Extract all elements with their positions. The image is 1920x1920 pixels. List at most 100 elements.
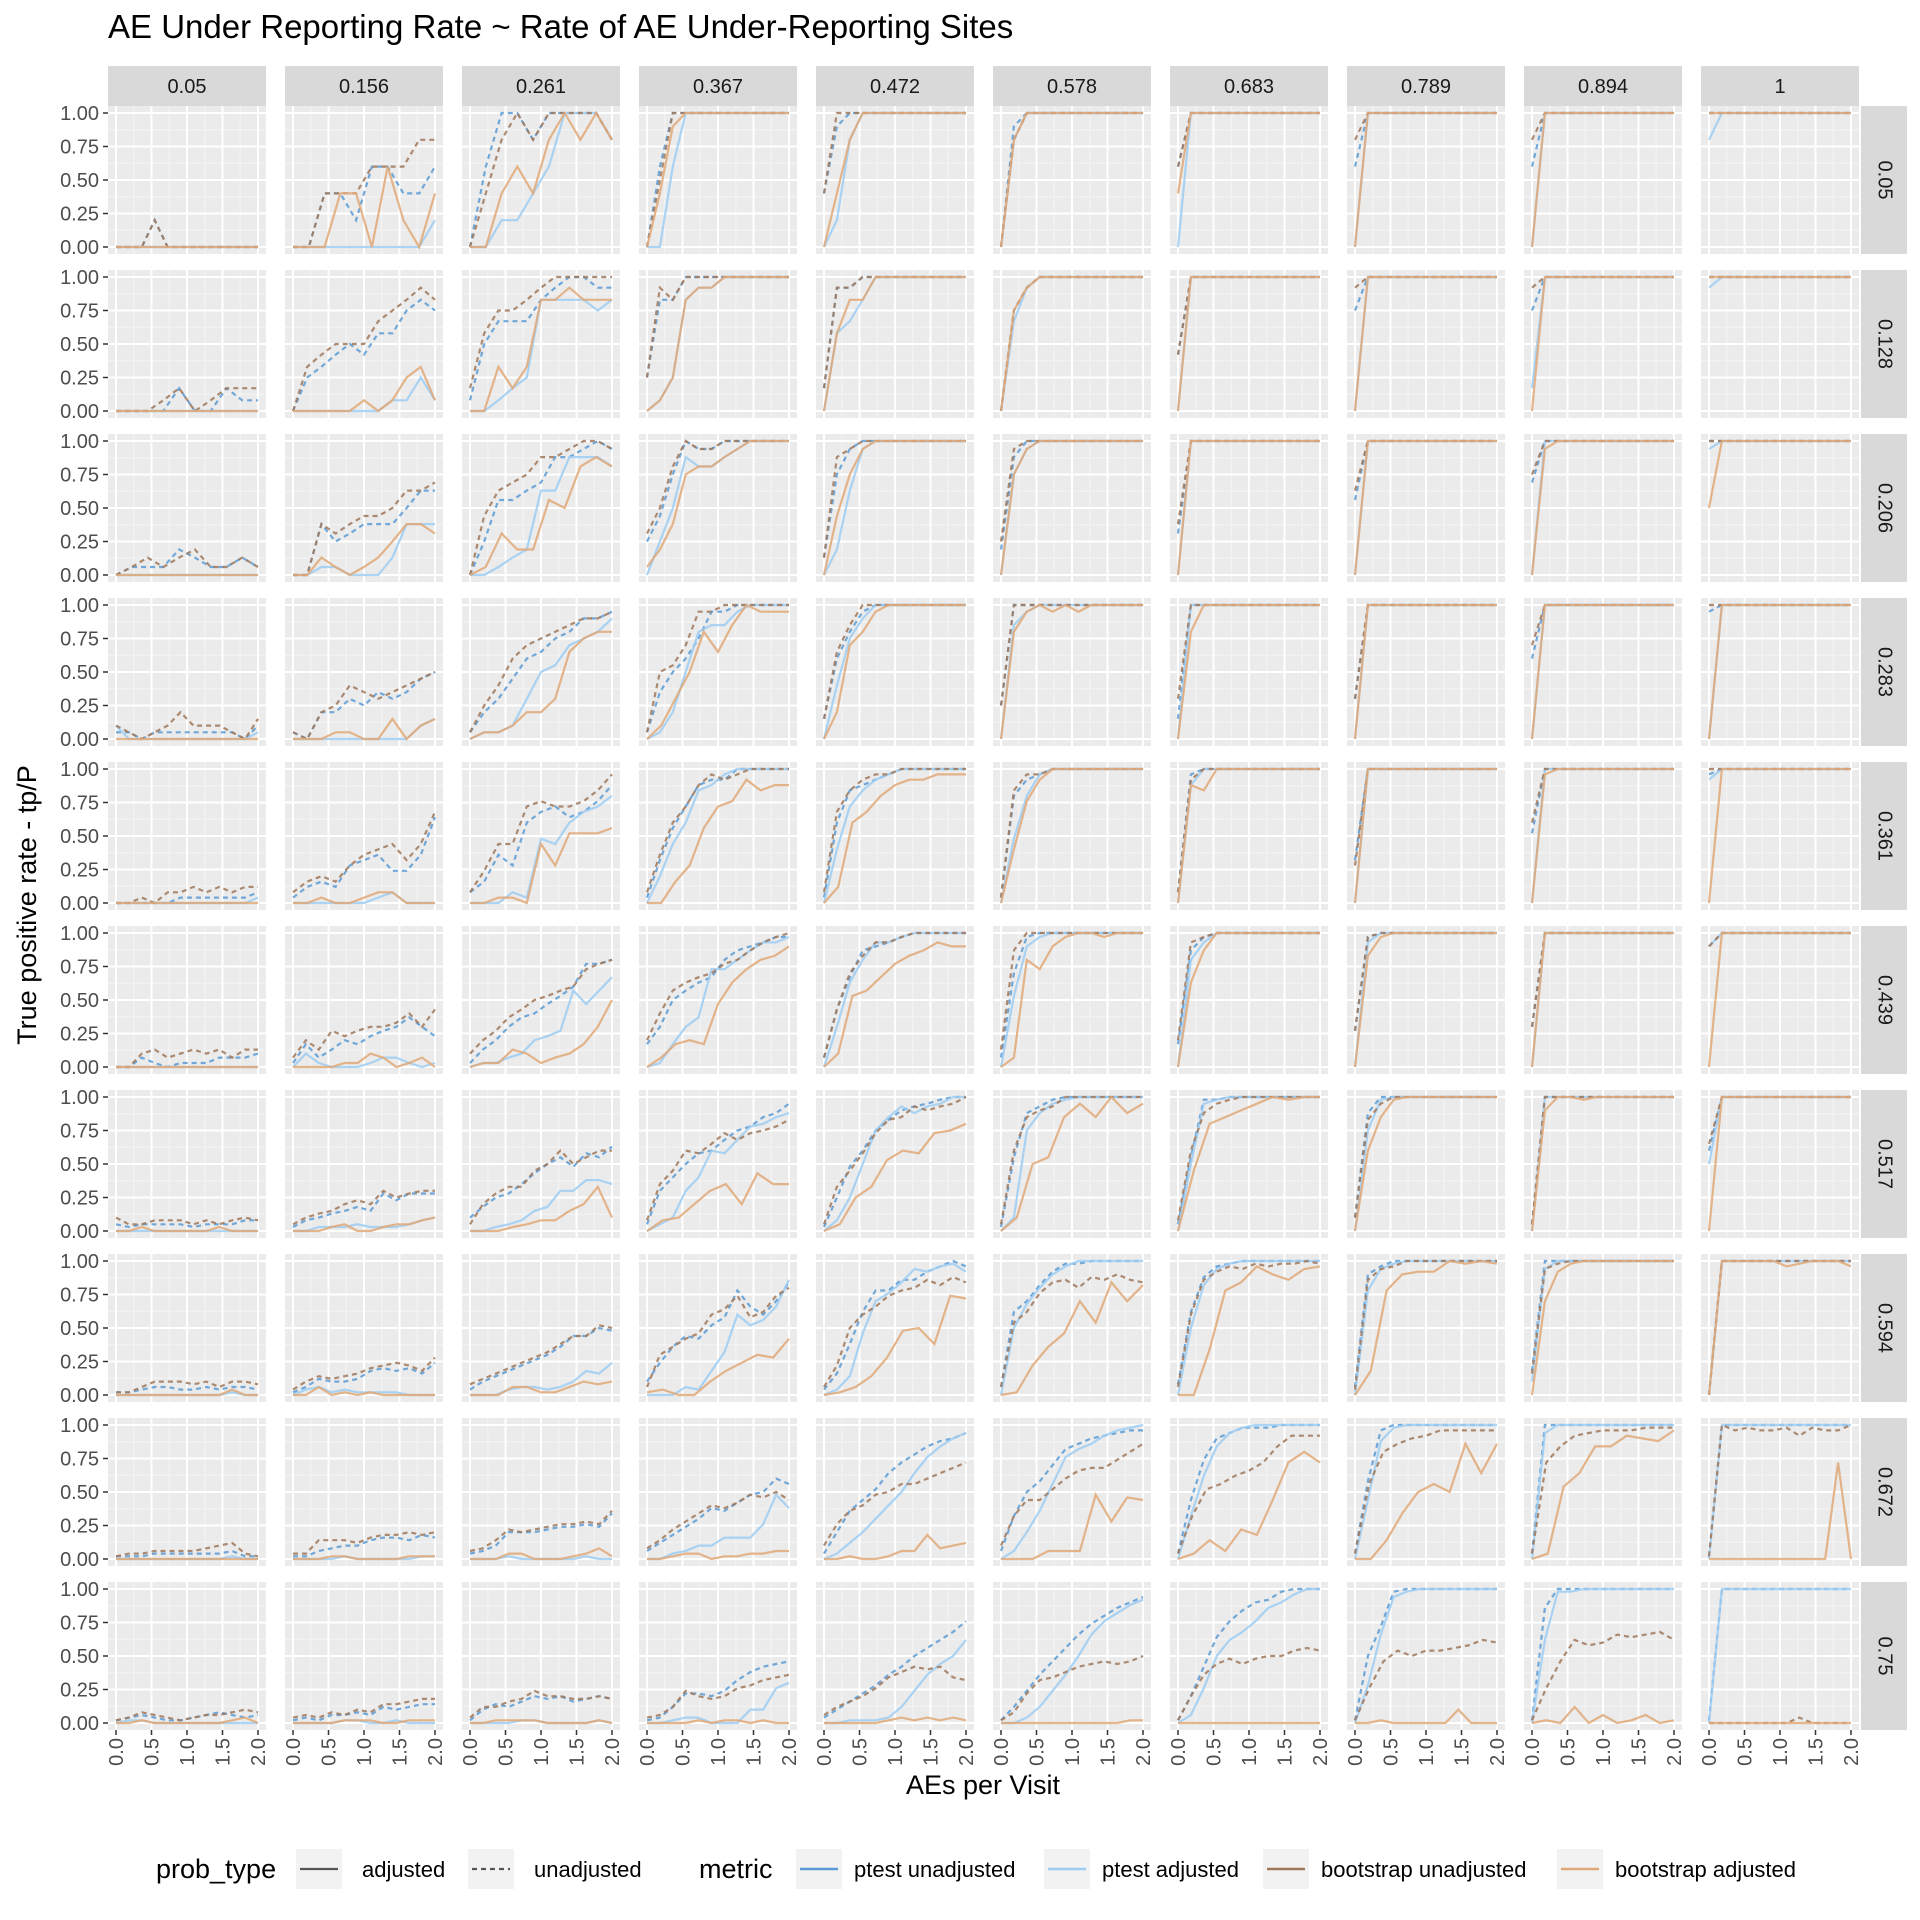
x-tick-label: 2.0 <box>956 1738 978 1766</box>
series-line <box>116 1380 259 1394</box>
facet-panel <box>108 270 266 418</box>
series-line <box>999 767 1143 904</box>
series-line <box>1530 1426 1674 1554</box>
series-line <box>645 603 789 733</box>
x-tick-label: 1.5 <box>921 1738 943 1766</box>
series-line <box>824 1533 967 1561</box>
series-line <box>116 1385 259 1394</box>
series-line <box>116 1388 258 1397</box>
x-tick-label: 1.0 <box>1062 1738 1084 1766</box>
facet-panel <box>1524 270 1682 418</box>
series-line <box>1176 1423 1320 1560</box>
y-tick-label: 0.75 <box>60 957 99 979</box>
series-line <box>1000 1595 1144 1722</box>
y-tick-label: 0.75 <box>60 793 99 815</box>
series-line <box>1001 1598 1144 1725</box>
series-line <box>822 111 966 194</box>
series-line <box>646 1673 790 1719</box>
y-tick-label: 0.25 <box>60 532 99 554</box>
series-line <box>1177 1587 1320 1724</box>
series-line <box>1707 1095 1851 1232</box>
facet-panel <box>462 106 620 254</box>
y-tick-label: 0.00 <box>60 237 99 259</box>
x-tick-label: 1.5 <box>213 1738 235 1766</box>
row-facet-label: 0.05 <box>1874 161 1896 200</box>
x-tick-label: 1.0 <box>1593 1738 1615 1766</box>
series-line <box>822 767 966 893</box>
series-line <box>1530 767 1674 904</box>
series-line <box>645 1102 790 1225</box>
series-line <box>115 548 259 576</box>
series-line <box>1000 1423 1144 1560</box>
series-line <box>292 1016 436 1064</box>
series-line <box>1355 1441 1498 1561</box>
series-line <box>469 1149 612 1225</box>
facet-panel <box>639 1254 797 1402</box>
x-tick-label: 0.5 <box>142 1738 164 1766</box>
series-line <box>1353 1095 1497 1232</box>
series-line <box>1530 1423 1674 1560</box>
facet-panel <box>1701 598 1859 746</box>
series-line <box>999 931 1143 1050</box>
series-line <box>646 1490 790 1550</box>
series-line <box>999 1095 1143 1225</box>
series-line <box>645 111 789 248</box>
series-line <box>823 603 966 740</box>
facet-panel <box>816 1418 974 1566</box>
y-tick-label: 0.75 <box>60 1121 99 1143</box>
x-tick-label: 1.5 <box>1806 1738 1828 1766</box>
series-line <box>470 1178 613 1233</box>
series-line <box>469 958 613 1055</box>
series-line <box>822 1096 967 1225</box>
col-facet-strip <box>1347 66 1505 106</box>
series-line <box>1353 1638 1498 1721</box>
facet-panel <box>462 762 620 910</box>
series-line <box>1353 603 1497 740</box>
facet-panel <box>993 270 1151 418</box>
y-tick-label: 1.00 <box>60 103 99 125</box>
row-facet-strip <box>1861 598 1907 746</box>
series-line <box>293 481 436 577</box>
series-line <box>1000 1095 1144 1232</box>
y-tick-label: 0.75 <box>60 629 99 651</box>
series-line <box>1353 1587 1497 1721</box>
y-tick-label: 1.00 <box>60 267 99 289</box>
col-facet-strip <box>1170 66 1328 106</box>
series-line <box>1707 603 1851 740</box>
series-line <box>293 1385 435 1397</box>
x-tick-label: 1.0 <box>354 1738 376 1766</box>
series-line <box>823 773 966 904</box>
row-facet-strip <box>1861 1418 1907 1566</box>
facet-panel <box>285 106 443 254</box>
series-line <box>116 1048 258 1069</box>
facet-panel <box>993 1582 1151 1730</box>
col-facet-label: 0.789 <box>1401 76 1451 98</box>
series-line <box>1707 1259 1852 1396</box>
series-line <box>1176 1259 1320 1396</box>
facet-panel <box>1524 762 1682 910</box>
series-line <box>823 1620 967 1719</box>
facet-panel <box>462 1582 620 1730</box>
row-facet-strip <box>1861 106 1907 254</box>
series-line <box>116 891 259 905</box>
facet-panel <box>639 106 797 254</box>
series-line <box>1530 111 1674 248</box>
facet-panel <box>1701 106 1859 254</box>
facet-panel <box>1170 762 1328 910</box>
x-tick-label: 0.5 <box>319 1738 341 1766</box>
legend-item-label: bootstrap adjusted <box>1615 1857 1796 1882</box>
facet-panel <box>1701 1582 1859 1730</box>
y-tick-label: 0.00 <box>60 1221 99 1243</box>
series-line <box>293 891 435 905</box>
x-tick-label: 1.0 <box>708 1738 730 1766</box>
y-tick-label: 0.25 <box>60 1680 99 1702</box>
series-line <box>470 826 613 905</box>
series-line <box>1707 767 1851 904</box>
x-tick-label: 1.0 <box>531 1738 553 1766</box>
series-line <box>470 456 613 577</box>
facet-panel <box>1347 106 1505 254</box>
series-line <box>999 1095 1143 1228</box>
series-line <box>999 275 1143 412</box>
facet-panel <box>108 1254 266 1402</box>
series-line <box>1531 1429 1675 1561</box>
